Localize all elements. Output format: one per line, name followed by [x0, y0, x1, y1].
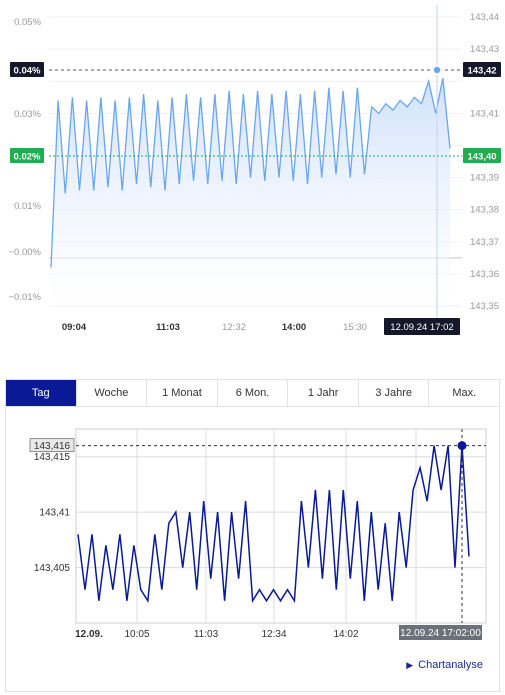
tab-max[interactable]: Max.	[452, 387, 477, 399]
tab-1-monat[interactable]: 1 Monat	[147, 380, 218, 406]
intraday-area-chart[interactable]: 143,44 143,43 143,41 143,39 143,38 143,37 143,…	[0, 0, 505, 345]
value-label: 143,416	[34, 441, 71, 452]
tab-woche[interactable]: Woche	[77, 380, 148, 406]
crosshair-date-box	[399, 625, 482, 640]
left-close-label-box	[10, 148, 44, 163]
y-tick-label: 143,415	[34, 452, 71, 463]
right-tick-label: 143,36	[470, 269, 499, 280]
series-line	[50, 77, 451, 268]
right-tick-label: 143,39	[470, 173, 499, 184]
crosshair-point	[457, 441, 467, 451]
left-tick-label: 0.03%	[14, 109, 41, 120]
y-tick-label: 143,405	[34, 563, 71, 574]
crosshair-date-label: 12.09.24 17:02:00	[400, 628, 481, 639]
tab-3-jahre[interactable]: 3 Jahre	[359, 380, 430, 406]
chartanalyse-link[interactable]: ▶ Chartanalyse	[406, 659, 483, 671]
x-tick-label: 14:02	[333, 629, 358, 640]
tab-tag[interactable]: Tag	[6, 380, 77, 406]
x-tick-label: 15:30	[343, 322, 367, 333]
crosshair-point	[432, 65, 442, 75]
x-tick-label: 10:05	[124, 629, 149, 640]
right-highlight-label: 143,42	[467, 66, 496, 77]
chartanalyse-label: Chartanalyse	[418, 659, 483, 671]
x-tick-label: 12:34	[261, 629, 286, 640]
left-tick-label: −0.00%	[9, 247, 42, 258]
right-highlight-label-box	[463, 62, 501, 77]
x-tick-label: 11:03	[194, 629, 219, 640]
x-tick-label: 11:03	[156, 322, 180, 333]
x-tick-label: 09:04	[62, 322, 87, 333]
left-highlight-label-box	[10, 62, 44, 77]
plot-frame	[75, 428, 487, 624]
x-tick-label: 12.09.	[75, 629, 103, 640]
left-tick-label: 0.01%	[14, 201, 41, 212]
y-tick-label: 143,41	[39, 508, 70, 519]
left-tick-label: −0.01%	[9, 292, 42, 303]
right-tick-label: 143,44	[470, 12, 499, 23]
left-tick-label: 0.05%	[14, 17, 41, 28]
area-fill	[51, 78, 450, 306]
left-close-label: 0.02%	[14, 152, 41, 163]
timerange-tabs: Tag Woche 1 Monat 6 Mon. 1 Jahr 3 Jahre Max.	[6, 380, 499, 407]
tab-1-jahr[interactable]: 1 Jahr	[288, 380, 359, 406]
right-tick-label: 143,38	[470, 205, 499, 216]
x-tick-label: 14:00	[282, 322, 306, 333]
x-tick-label: 12:32	[222, 322, 246, 333]
right-tick-label: 143,43	[470, 44, 499, 55]
right-close-label-box	[463, 148, 501, 163]
right-tick-label: 143,41	[470, 108, 499, 119]
crosshair-date-label: 12.09.24 17:02	[390, 322, 453, 333]
price-line-chart[interactable]: 143,415 143,41 143,405 143,416 12.09. 10:05 11…	[6, 407, 501, 667]
play-triangle-icon: ▶	[406, 659, 414, 670]
right-close-label: 143,40	[467, 152, 496, 163]
right-tick-label: 143,37	[470, 237, 499, 248]
tab-6-mon[interactable]: 6 Mon.	[218, 380, 289, 406]
left-highlight-label: 0.04%	[14, 66, 41, 77]
value-label-box	[29, 438, 75, 453]
price-chart-panel: Tag Woche 1 Monat 6 Mon. 1 Jahr 3 Jahre Max. 1…	[5, 379, 500, 692]
right-tick-label: 143,35	[470, 301, 499, 312]
series-line	[77, 445, 470, 604]
crosshair-date-box	[384, 318, 460, 335]
